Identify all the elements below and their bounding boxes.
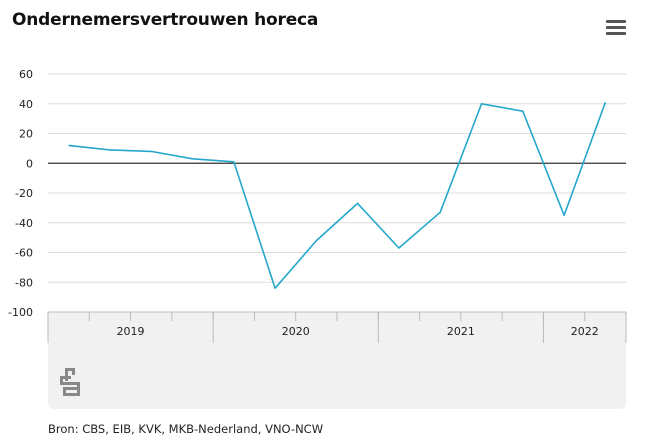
series-layer <box>65 98 609 292</box>
line-chart: 60 40 20 0 -20 -40 -60 -80 -100 2019 2020 2021 2022 <box>8 68 627 343</box>
footer-panel <box>48 343 626 409</box>
data-point[interactable] <box>230 158 238 166</box>
data-point[interactable] <box>601 98 609 106</box>
y-axis-ticks: 60 40 20 0 -20 -40 -60 -80 -100 <box>8 68 33 319</box>
source-note: Bron: CBS, EIB, KVK, MKB-Nederland, VNO-… <box>48 422 324 436</box>
grid-lines <box>48 73 626 313</box>
x-year-label: 2020 <box>282 325 310 338</box>
data-point[interactable] <box>106 146 114 154</box>
series-line <box>68 102 607 290</box>
data-point[interactable] <box>354 199 362 207</box>
hamburger-menu-icon[interactable] <box>606 20 626 38</box>
y-tick-label: 20 <box>19 128 33 141</box>
data-point[interactable] <box>478 100 486 108</box>
y-tick-label: -100 <box>8 306 33 319</box>
y-tick-label: 40 <box>19 98 33 111</box>
y-tick-label: -60 <box>15 247 33 260</box>
data-point[interactable] <box>271 284 279 292</box>
data-point[interactable] <box>519 107 527 115</box>
y-tick-label: -40 <box>15 217 33 230</box>
data-point[interactable] <box>395 244 403 252</box>
chart-title: Ondernemersvertrouwen horeca <box>12 10 319 30</box>
y-tick-label: -80 <box>15 276 33 289</box>
cbs-logo-icon <box>60 368 80 396</box>
y-tick-label: 60 <box>19 68 33 81</box>
y-tick-label: 0 <box>26 157 33 170</box>
data-point[interactable] <box>560 211 568 219</box>
y-tick-label: -20 <box>15 187 33 200</box>
data-point[interactable] <box>436 208 444 216</box>
x-year-label: 2019 <box>117 325 145 338</box>
x-year-label: 2021 <box>447 325 475 338</box>
data-point[interactable] <box>147 147 155 155</box>
x-axis: 2019 2020 2021 2022 <box>47 311 627 343</box>
data-point[interactable] <box>312 237 320 245</box>
data-point[interactable] <box>189 155 197 163</box>
data-point[interactable] <box>65 141 73 149</box>
x-year-label: 2022 <box>571 325 599 338</box>
